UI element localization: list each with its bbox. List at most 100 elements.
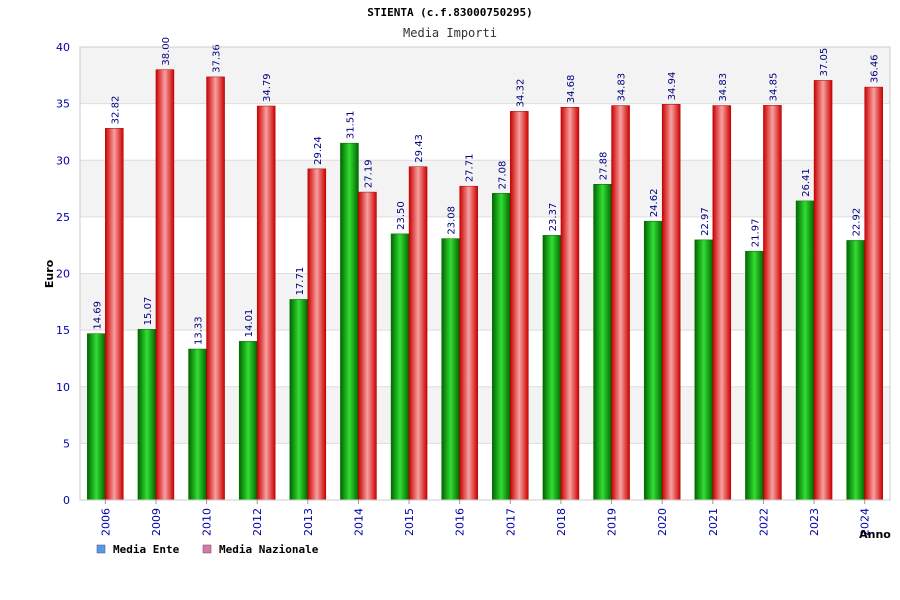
bars-group [87, 69, 883, 501]
bar-value-label: 14.69 [92, 301, 103, 330]
y-tick-label: 0 [63, 494, 70, 507]
x-tick-label: 2021 [707, 508, 720, 536]
bar-media-ente-2016 [441, 238, 460, 501]
bar-media-ente-2010 [188, 348, 207, 501]
bar-media-ente-2009 [137, 329, 157, 501]
bar-value-label: 34.85 [768, 73, 779, 102]
bar-value-label: 29.43 [414, 134, 425, 163]
bar-value-label: 36.46 [870, 54, 881, 83]
y-axis-label: Euro [43, 259, 56, 288]
bar-value-label: 22.97 [700, 207, 711, 236]
bar-value-label: 22.92 [852, 208, 863, 237]
chart-subtitle: Media Importi [403, 26, 497, 40]
bar-media-ente-2006 [87, 333, 106, 501]
bar-media-ente-2022 [745, 250, 764, 501]
bar-value-label: 27.08 [497, 161, 508, 190]
y-tick-label: 5 [63, 437, 70, 450]
bar-media-nazionale-2006 [105, 128, 124, 501]
x-tick-label: 2006 [99, 508, 112, 536]
chart-title: STIENTA (c.f.83000750295) [367, 6, 533, 19]
bar-media-nazionale-2019 [611, 105, 630, 501]
bar-media-nazionale-2022 [763, 105, 782, 501]
bar-value-label: 32.82 [110, 96, 121, 125]
x-tick-label: 2015 [403, 508, 416, 536]
bar-value-label: 38.00 [161, 37, 172, 66]
bar-media-ente-2014 [340, 142, 359, 501]
bar-media-ente-2017 [492, 193, 511, 501]
axes: 0 5 10 15 20 25 30 35 40 2006 2009 2010 2012 2013 2014… [56, 41, 891, 536]
bar-media-nazionale-2017 [510, 111, 529, 501]
x-tick-label: 2014 [352, 508, 365, 536]
bar-media-ente-2021 [694, 239, 714, 501]
legend-label: Media Nazionale [219, 543, 319, 556]
bar-media-nazionale-2014 [358, 191, 377, 501]
bar-value-label: 27.88 [599, 152, 610, 181]
bar-media-ente-2012 [238, 341, 258, 501]
bar-media-nazionale-2010 [206, 76, 225, 501]
bar-media-nazionale-2024 [864, 86, 883, 501]
bar-media-nazionale-2013 [307, 168, 327, 501]
x-tick-label: 2020 [656, 508, 669, 536]
bar-media-ente-2018 [542, 235, 562, 501]
x-tick-label: 2022 [757, 508, 770, 536]
bar-media-nazionale-2021 [712, 105, 732, 501]
bar-media-ente-2015 [390, 233, 410, 501]
y-tick-label: 20 [56, 268, 70, 281]
plot-frame [79, 46, 891, 501]
legend: Media Ente Media Nazionale [96, 543, 319, 556]
bar-value-label: 23.37 [548, 203, 559, 232]
y-tick-label: 15 [56, 324, 70, 337]
bar-value-label: 15.07 [143, 297, 154, 326]
x-tick-label: 2012 [251, 508, 264, 536]
legend-label: Media Ente [113, 543, 180, 556]
bar-media-ente-2020 [643, 220, 663, 501]
bar-value-label: 34.79 [262, 73, 273, 102]
bar-media-ente-2013 [289, 299, 309, 501]
bar-value-label: 31.51 [345, 111, 356, 140]
bar-value-label: 13.33 [194, 316, 205, 345]
y-tick-label: 10 [56, 381, 70, 394]
bar-value-label: 34.83 [718, 73, 729, 102]
x-tick-label: 2019 [606, 508, 619, 536]
x-axis-label: Anno [859, 528, 891, 541]
x-tick-label: 2016 [454, 508, 467, 536]
bar-media-nazionale-2009 [155, 69, 175, 501]
bar-value-label: 37.36 [212, 44, 223, 73]
bar-media-ente-2024 [846, 240, 865, 501]
bar-media-ente-2023 [795, 200, 815, 501]
bar-value-label: 21.97 [750, 219, 761, 248]
bar-value-label: 37.05 [819, 48, 830, 77]
x-tick-label: 2023 [808, 508, 821, 536]
y-tick-label: 30 [56, 154, 70, 167]
bar-value-label: 14.01 [244, 309, 255, 338]
bar-value-label: 34.83 [617, 73, 628, 102]
bar-media-ente-2019 [593, 184, 612, 501]
bar-media-nazionale-2015 [408, 166, 428, 501]
y-tick-label: 25 [56, 211, 70, 224]
x-tick-label: 2010 [201, 508, 214, 536]
bar-value-label: 27.71 [465, 154, 476, 183]
bar-media-nazionale-2012 [256, 105, 276, 501]
bar-media-nazionale-2018 [560, 106, 580, 501]
bar-value-label: 23.50 [396, 201, 407, 230]
legend-swatch [202, 544, 212, 554]
bar-value-label: 26.41 [801, 168, 812, 197]
bar-value-label: 34.68 [566, 75, 577, 104]
bar-value-label: 24.62 [649, 189, 660, 218]
legend-swatch [96, 544, 106, 554]
x-tick-label: 2017 [504, 508, 517, 536]
y-tick-label: 35 [56, 98, 70, 111]
x-tick-label: 2018 [555, 508, 568, 536]
bar-value-label: 27.19 [363, 159, 374, 188]
bar-value-label: 29.24 [313, 136, 324, 165]
bar-value-label: 34.32 [515, 79, 526, 108]
bar-media-nazionale-2016 [459, 185, 478, 501]
bar-media-nazionale-2020 [661, 104, 681, 501]
bar-value-label: 23.08 [447, 206, 458, 235]
bar-media-nazionale-2023 [813, 80, 833, 501]
bar-value-label: 17.71 [295, 267, 306, 296]
y-tick-label: 40 [56, 41, 70, 54]
x-tick-label: 2013 [302, 508, 315, 536]
